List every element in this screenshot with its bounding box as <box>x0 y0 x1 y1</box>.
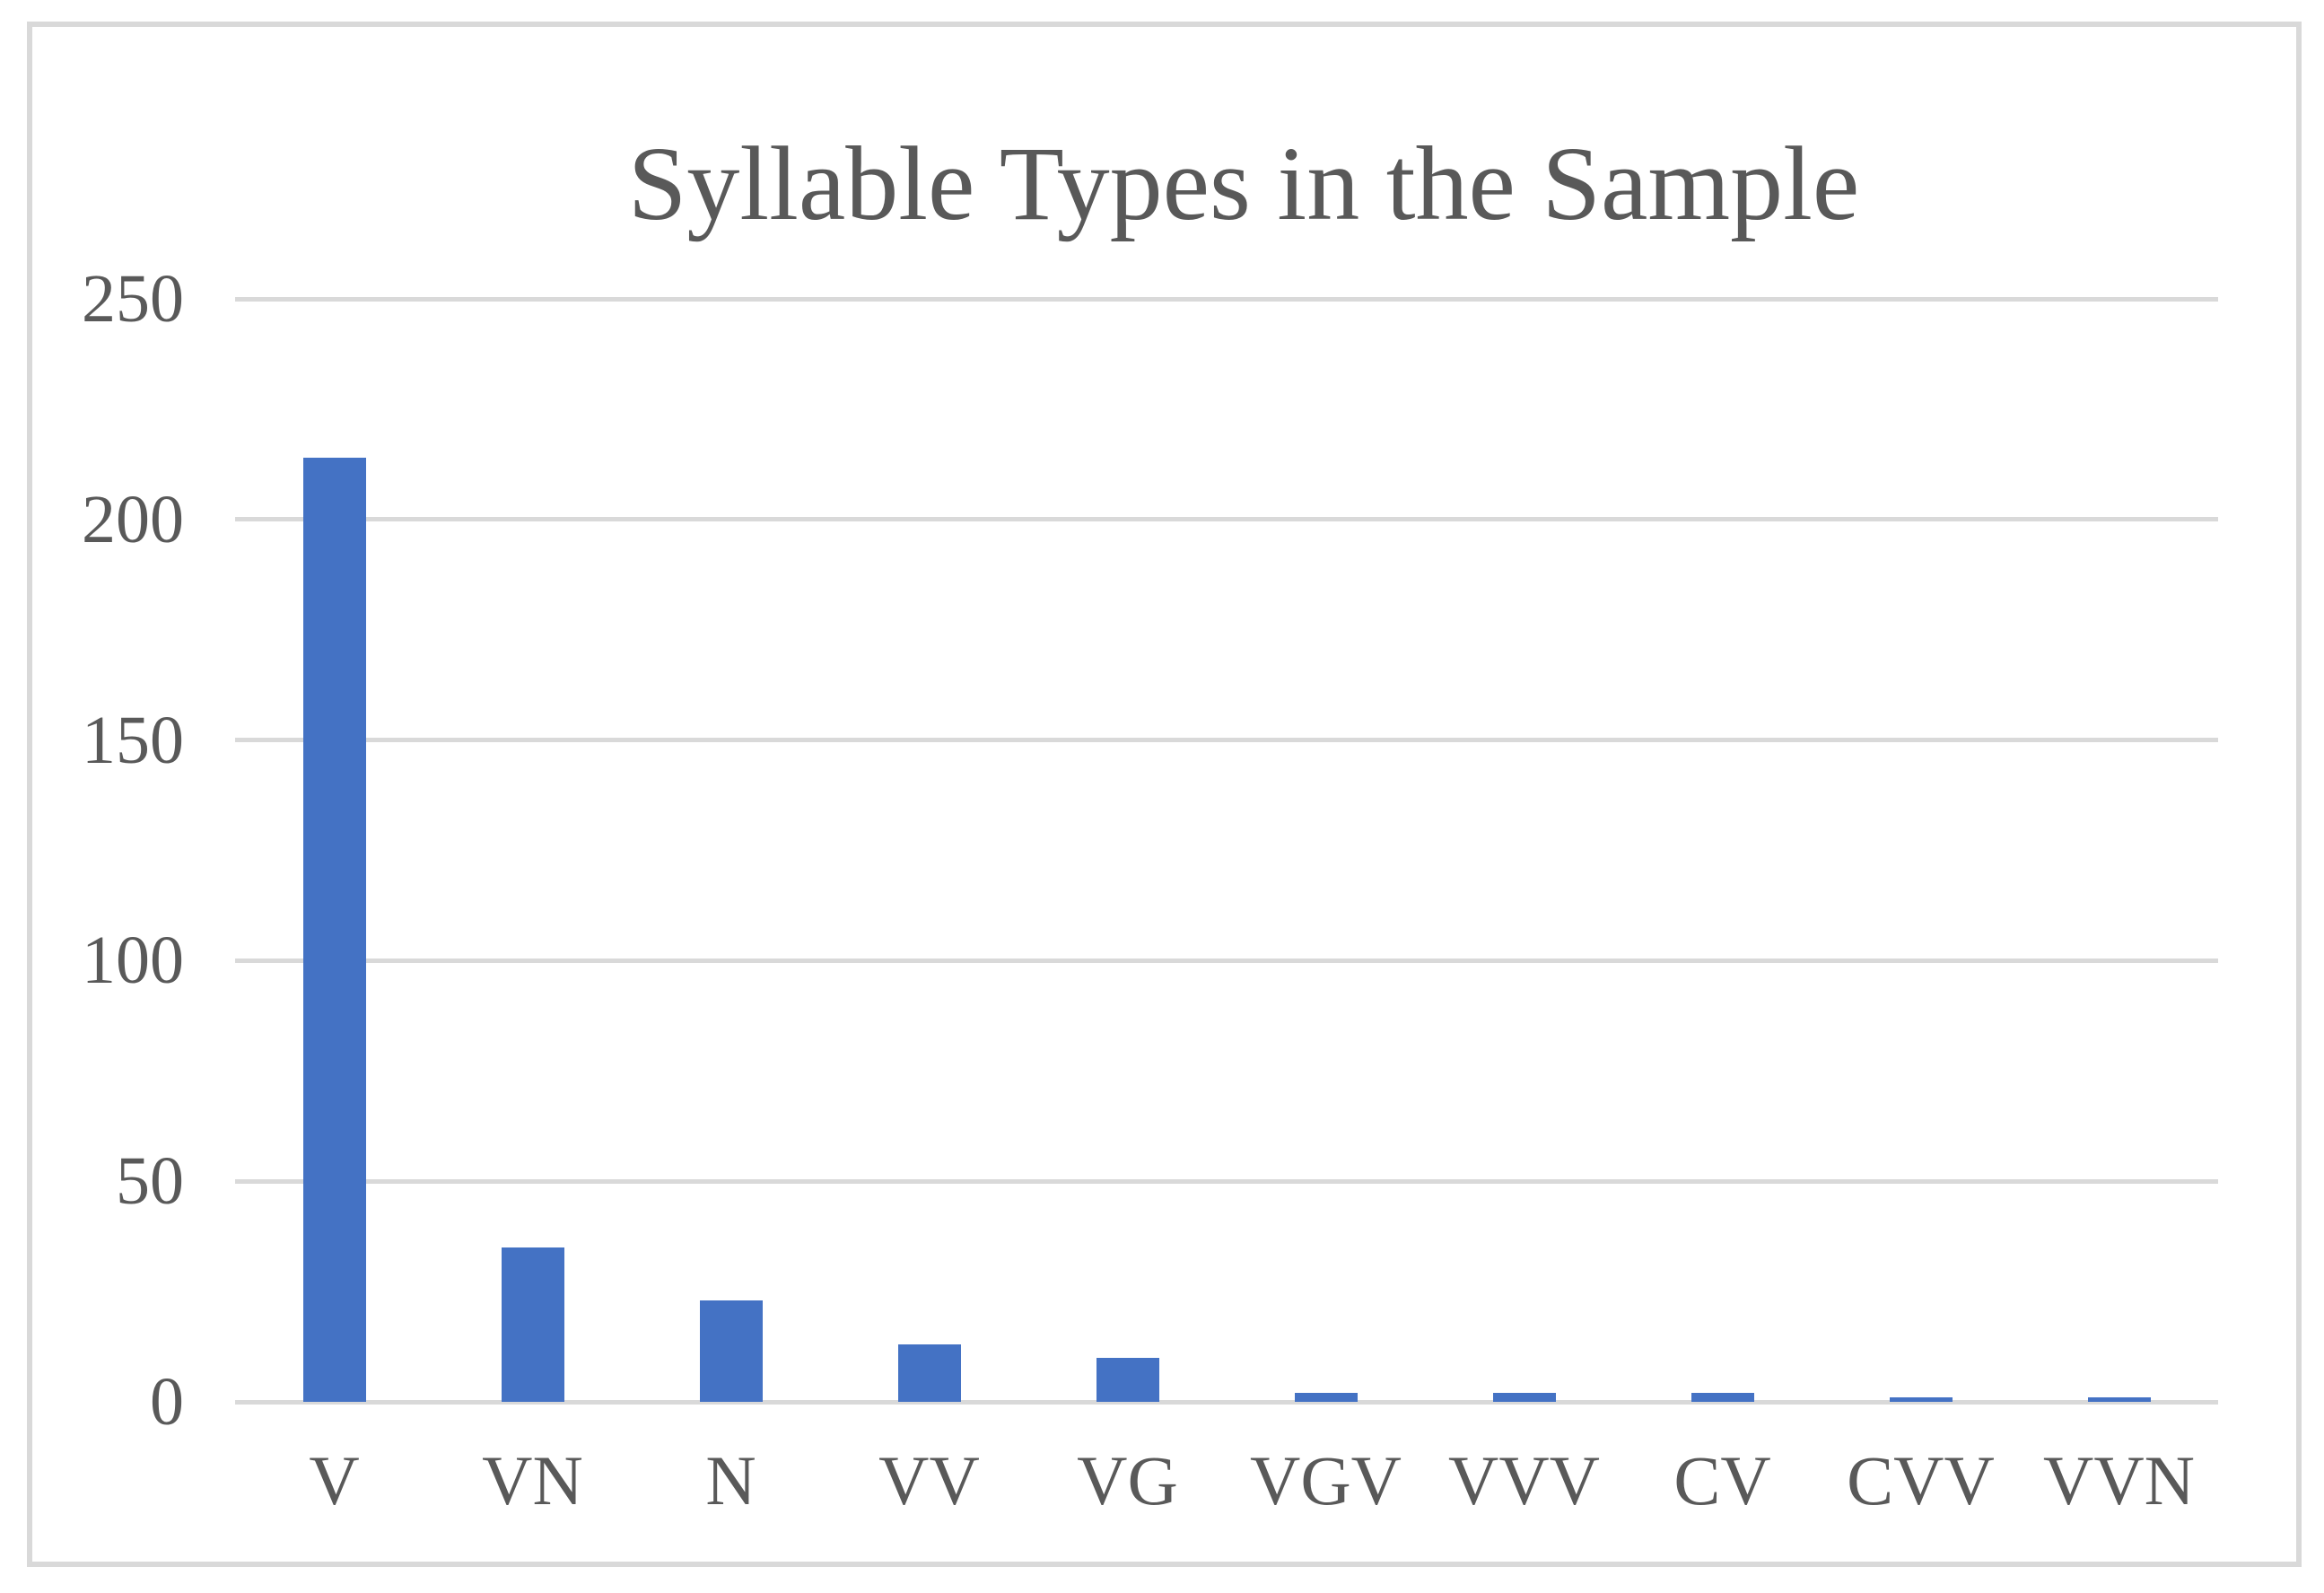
gridline <box>235 738 2218 743</box>
chart-frame <box>27 22 2302 1567</box>
x-axis-tick-label: VVN <box>2043 1441 2195 1519</box>
bar <box>302 457 366 1402</box>
bar <box>501 1247 564 1402</box>
x-axis-tick-label: N <box>705 1441 756 1519</box>
x-axis-tick-label: CV <box>1673 1441 1771 1519</box>
bar <box>1294 1393 1358 1402</box>
chart-title: Syllable Types in the Sample <box>627 125 1860 242</box>
y-axis-tick-label: 0 <box>150 1364 184 1440</box>
x-axis-tick-label: VV <box>878 1441 980 1519</box>
bar <box>1096 1357 1159 1402</box>
y-axis-tick-label: 200 <box>82 481 184 557</box>
x-axis-tick-label: VN <box>482 1441 583 1519</box>
y-axis-tick-label: 150 <box>82 702 184 778</box>
y-axis-tick-label: 250 <box>82 261 184 337</box>
bar <box>1889 1397 1953 1402</box>
x-axis-tick-label: CVV <box>1847 1441 1995 1519</box>
gridline <box>235 296 2218 302</box>
bar <box>1691 1393 1754 1402</box>
x-axis-tick-label: V <box>309 1441 360 1519</box>
bar <box>897 1344 961 1402</box>
x-axis-tick-label: VGV <box>1250 1441 1402 1519</box>
bar <box>699 1300 763 1402</box>
gridline <box>235 958 2218 963</box>
bar <box>1492 1393 1556 1402</box>
x-axis-tick-label: VG <box>1077 1441 1178 1519</box>
gridline <box>235 517 2218 522</box>
bar <box>2087 1397 2151 1402</box>
y-axis-tick-label: 50 <box>116 1143 184 1220</box>
x-axis-tick-label: VVV <box>1448 1441 1600 1519</box>
y-axis-tick-label: 100 <box>82 923 184 999</box>
gridline <box>235 1399 2218 1405</box>
gridline <box>235 1178 2218 1184</box>
